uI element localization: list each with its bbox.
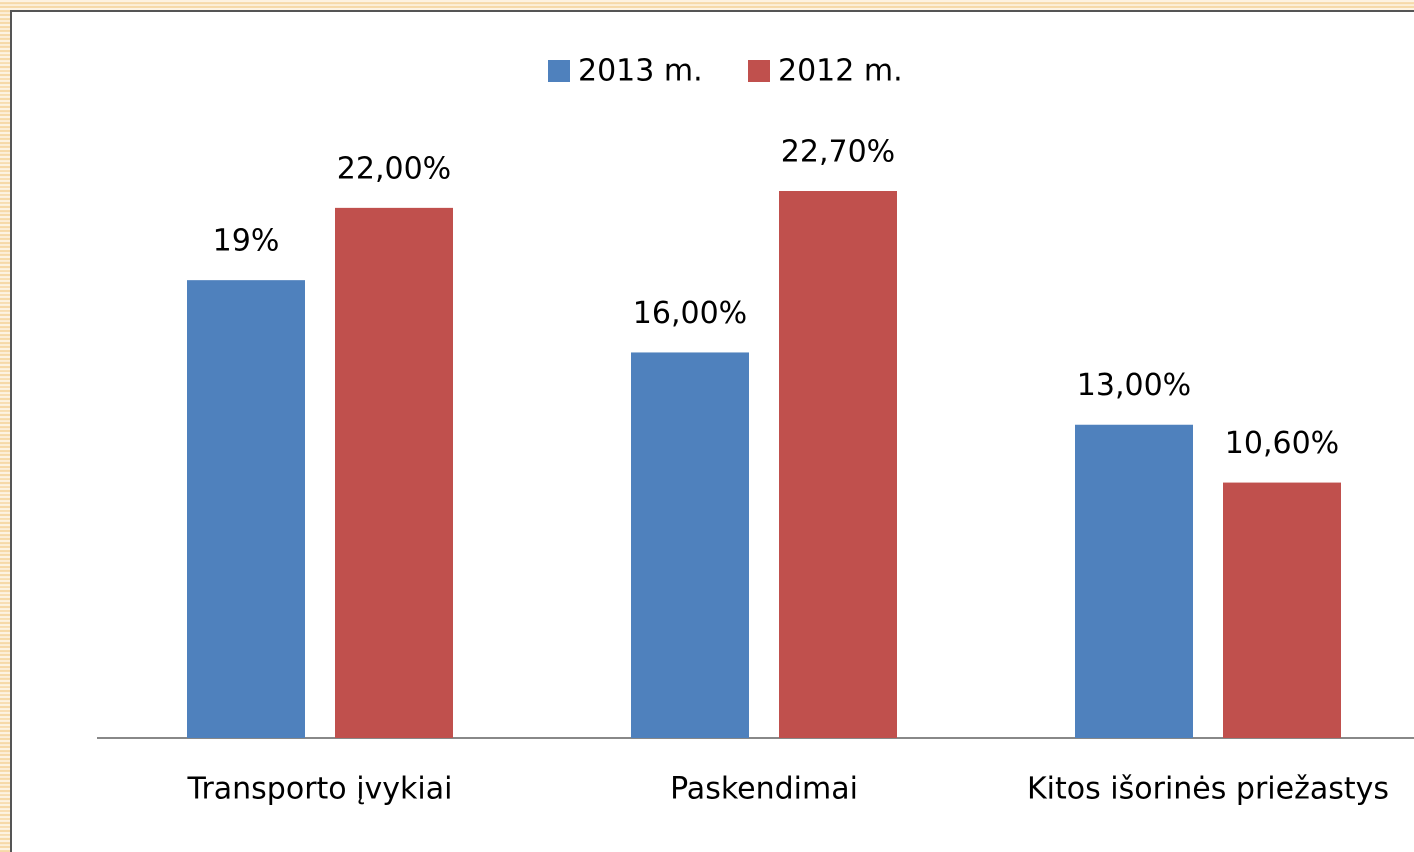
bar [187,280,305,738]
legend-label: 2013 m. [578,54,703,89]
x-tick-label: Kitos išorinės priežastys [1027,772,1389,807]
data-label: 22,70% [781,135,895,170]
data-label: 19% [213,224,280,259]
data-label: 16,00% [633,296,747,331]
x-tick-label: Transporto įvykiai [187,772,453,807]
data-label: 10,60% [1225,426,1339,461]
legend-swatch [548,60,570,82]
bar [779,191,897,738]
bar [335,207,453,738]
data-label: 22,00% [337,151,451,186]
bar [631,352,749,738]
legend-swatch [748,60,770,82]
bar [1223,482,1341,738]
legend-label: 2012 m. [778,54,903,89]
data-label: 13,00% [1077,368,1191,403]
x-tick-label: Paskendimai [670,772,858,807]
bar [1075,424,1193,738]
